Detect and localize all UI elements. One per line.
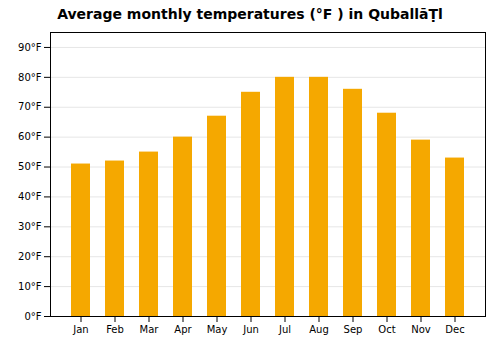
svg-text:10°F: 10°F: [18, 281, 42, 292]
svg-text:Oct: Oct: [378, 324, 395, 335]
svg-text:Jan: Jan: [72, 324, 88, 335]
svg-text:Mar: Mar: [140, 324, 160, 335]
svg-text:Apr: Apr: [174, 324, 192, 335]
svg-text:50°F: 50°F: [18, 161, 42, 172]
svg-text:70°F: 70°F: [18, 101, 42, 112]
svg-text:May: May: [207, 324, 228, 335]
svg-text:30°F: 30°F: [18, 221, 42, 232]
svg-text:Jun: Jun: [242, 324, 259, 335]
svg-text:Jul: Jul: [278, 324, 291, 335]
html-text:Average monthly temperatures (: Average monthly temperatures (°F ) in Qu…: [57, 6, 443, 22]
svg-text:0°F: 0°F: [24, 311, 41, 322]
svg-text:Dec: Dec: [445, 324, 464, 335]
svg-text:Aug: Aug: [309, 324, 329, 335]
svg-text:40°F: 40°F: [18, 191, 42, 202]
svg-text:20°F: 20°F: [18, 251, 42, 262]
svg-text:90°F: 90°F: [18, 42, 42, 53]
svg-text:Feb: Feb: [106, 324, 124, 335]
svg-text:60°F: 60°F: [18, 131, 42, 142]
svg-text:Nov: Nov: [411, 324, 431, 335]
svg-text:Sep: Sep: [344, 324, 363, 335]
svg-text:80°F: 80°F: [18, 72, 42, 83]
